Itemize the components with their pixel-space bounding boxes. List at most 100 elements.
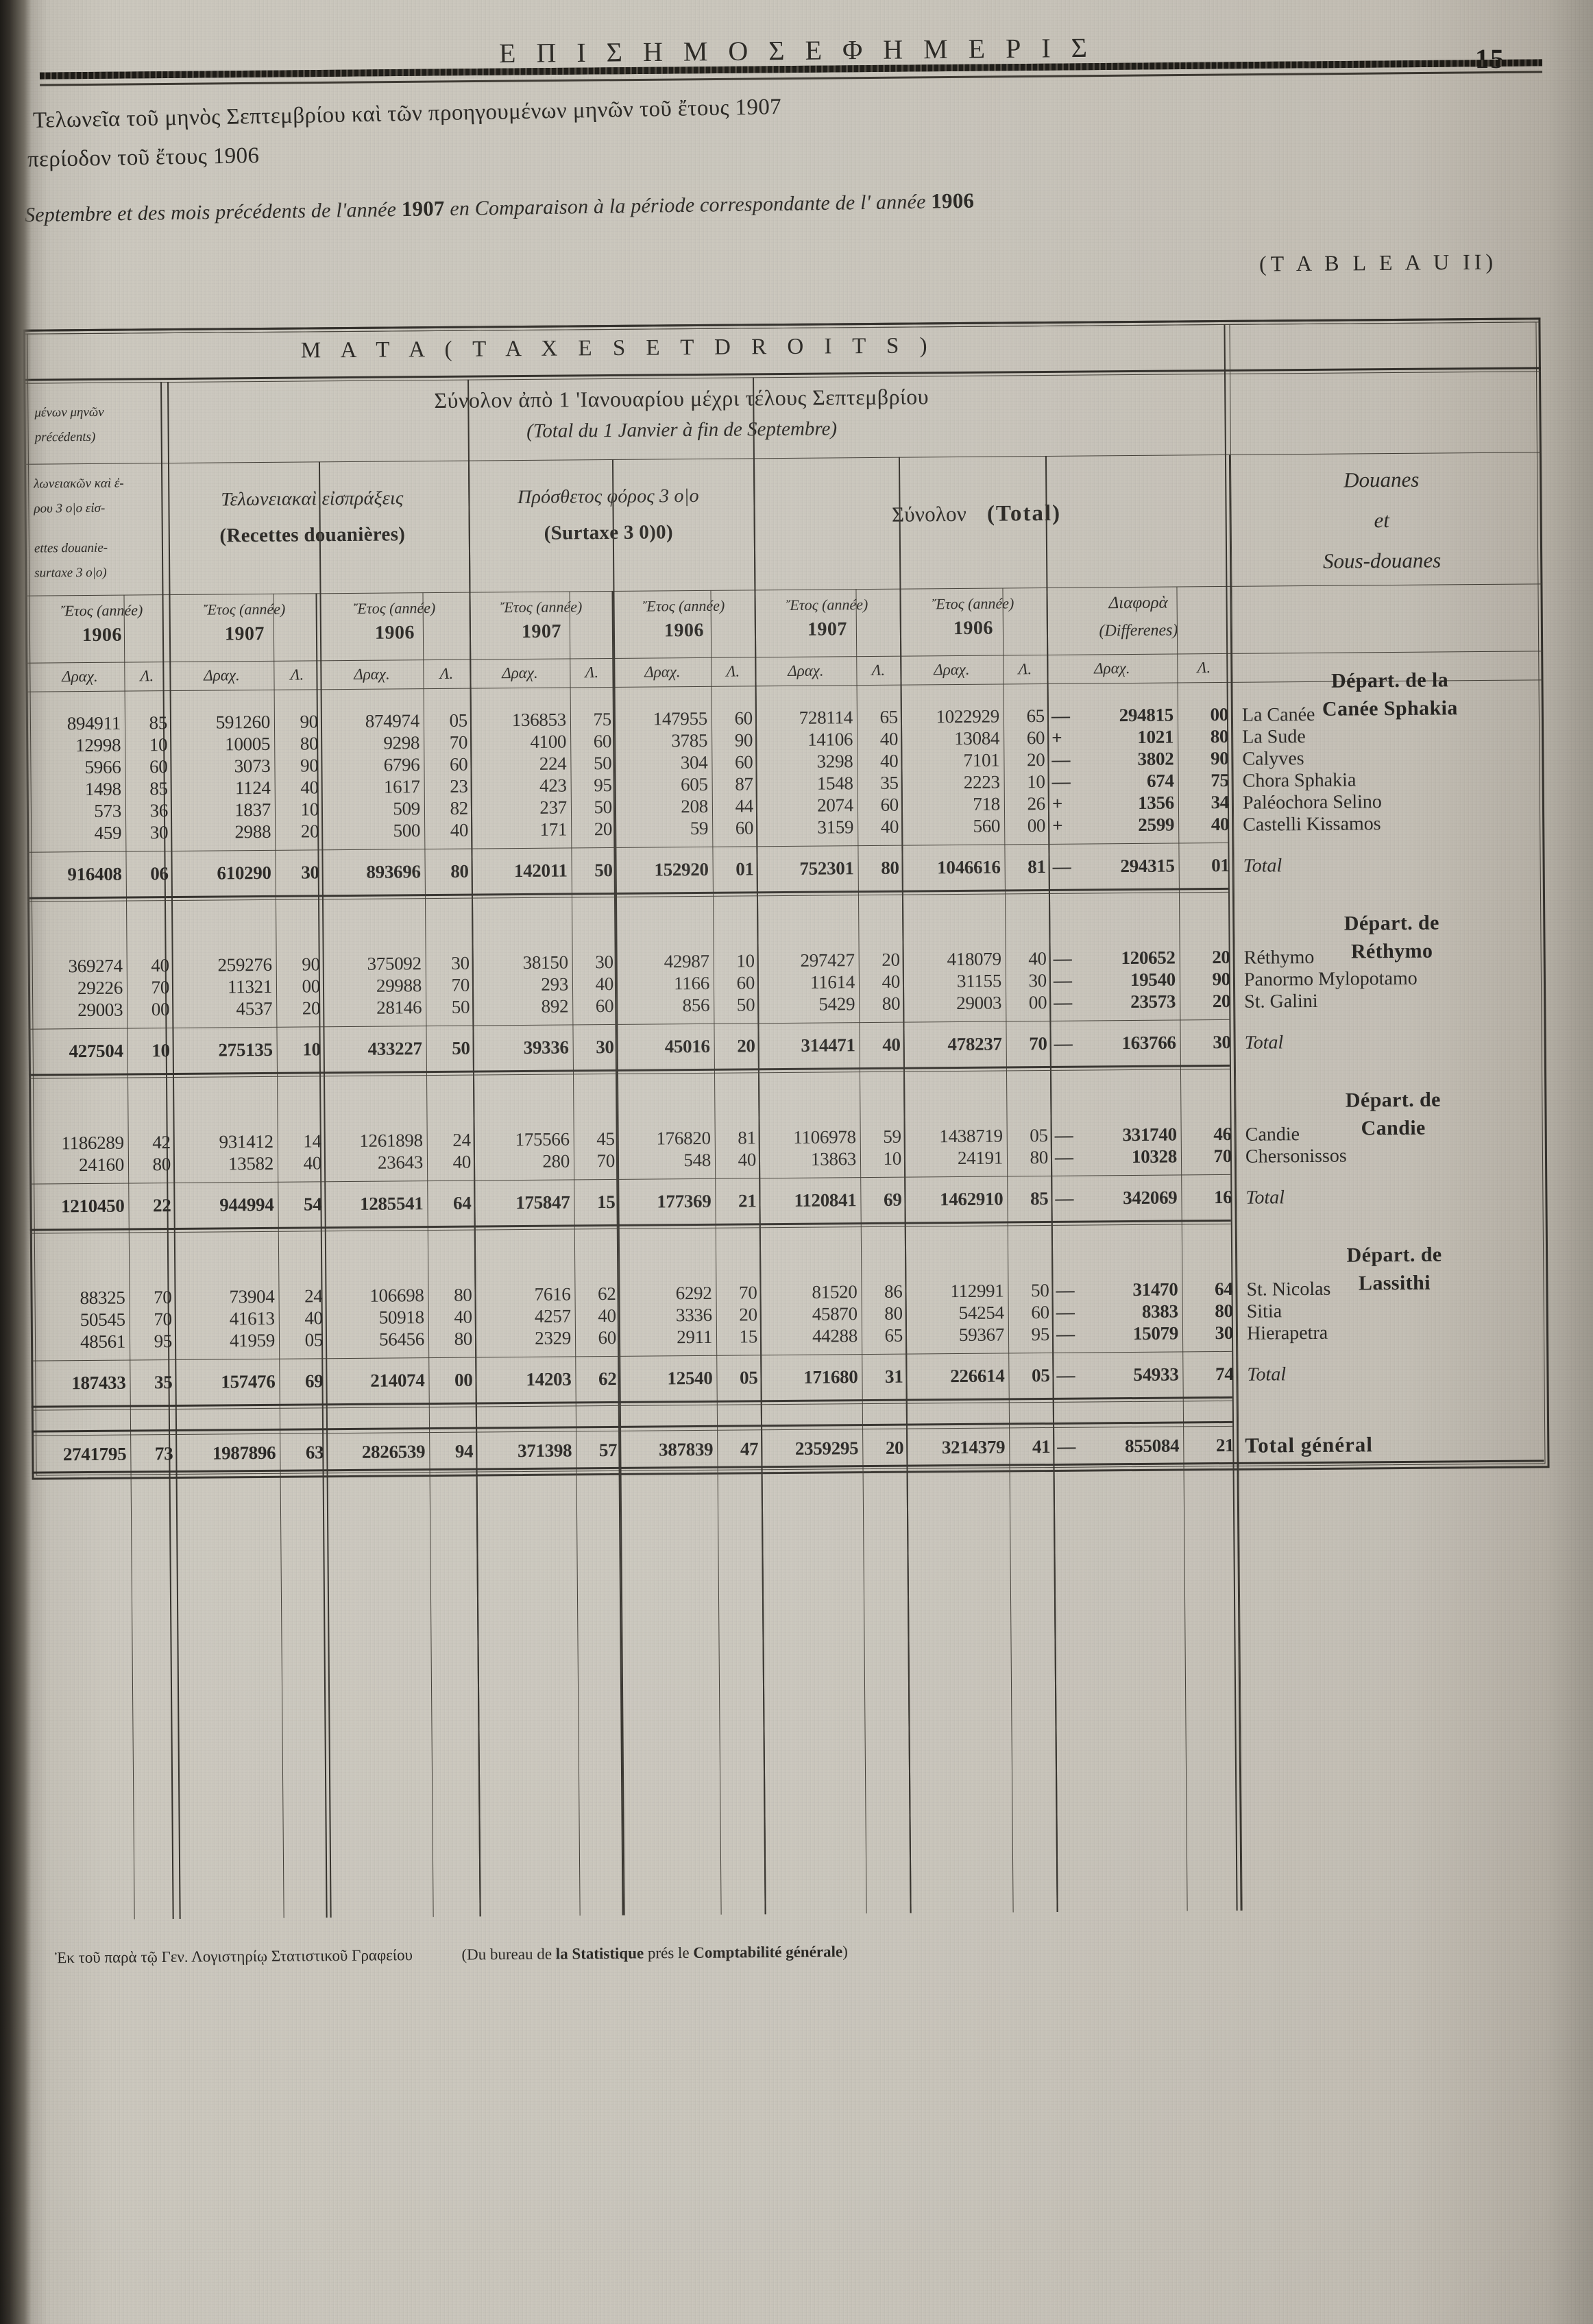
unit-drachma-6: Δραχ. — [934, 660, 970, 679]
customs-house-name: Réthymo — [1243, 946, 1315, 969]
cell-drachma-6: 418079 — [947, 948, 1001, 970]
unit-lepta-5: Λ. — [871, 661, 886, 679]
cell-drachma-0: 187433 — [71, 1372, 126, 1394]
year-value-0: 1906 — [82, 624, 123, 646]
department-caption-line1: Départ. de la — [1330, 668, 1449, 692]
cell-lepta-2: 40 — [450, 819, 469, 840]
cell-lepta-4: 87 — [735, 773, 753, 795]
cell-drachma-1: 1124 — [234, 777, 271, 799]
year-header-cell-3: Ἔτος (année) 1907 — [470, 598, 614, 644]
customs-house-name: St. Galini — [1244, 990, 1318, 1013]
cell-lepta-0: 95 — [154, 1331, 173, 1352]
cell-lepta-1: 90 — [300, 755, 319, 776]
cell-lepta-6: 00 — [1027, 815, 1046, 836]
cell-lepta-0: 35 — [154, 1372, 173, 1393]
cell-drachma-2: 1617 — [383, 776, 420, 797]
cell-lepta-6: 00 — [1028, 992, 1047, 1013]
department-caption-line1: Départ. de — [1346, 1243, 1442, 1267]
cell-drachma-3: 224 — [539, 753, 567, 774]
cell-lepta-5: 80 — [884, 1303, 903, 1324]
difference-drachma: 674 — [1146, 770, 1174, 791]
cell-drachma-1: 41613 — [229, 1307, 275, 1329]
year-label-0: Ἔτος (année) — [60, 601, 143, 620]
cell-lepta-4: 81 — [738, 1127, 756, 1148]
cell-drachma-5: 752301 — [799, 858, 854, 879]
group-total-greek: Σύνολον — [891, 501, 967, 526]
customs-house-name: St. Nicolas — [1246, 1278, 1331, 1300]
department-caption-line1: Départ. de — [1345, 1088, 1441, 1112]
cell-lepta-2: 82 — [450, 797, 469, 819]
cell-drachma-0: 1186289 — [61, 1132, 124, 1154]
cell-lepta-2: 94 — [454, 1440, 474, 1462]
cell-drachma-0: 50545 — [80, 1309, 125, 1331]
cell-drachma-6: 226614 — [950, 1365, 1005, 1387]
difference-drachma: 19540 — [1130, 969, 1176, 991]
unit-lepta-3: Λ. — [585, 664, 599, 681]
cell-lepta-0: 70 — [151, 977, 170, 998]
cell-drachma-3: 892 — [541, 995, 569, 1017]
unit-lepta-6: Λ. — [1018, 660, 1032, 678]
cell-lepta-4: 20 — [739, 1304, 757, 1325]
cell-drachma-3: 237 — [539, 797, 568, 818]
side-column-header: Douanes et Sous-douanes — [1225, 459, 1538, 582]
cell-drachma-1: 591260 — [215, 711, 271, 733]
cell-lepta-1: 24 — [304, 1285, 323, 1307]
cell-drachma-2: 1285541 — [359, 1193, 424, 1214]
year-header-cell-5: Ἔτος (année) 1907 — [755, 596, 901, 642]
cell-drachma-6: 718 — [973, 793, 1001, 814]
year-header-cell-4: Ἔτος (année) 1906 — [613, 596, 755, 642]
cell-lepta-2: 23 — [450, 775, 468, 797]
cell-lepta-0: 00 — [151, 999, 170, 1020]
difference-lepta: 00 — [1210, 703, 1229, 725]
customs-house-name: Paléochora Selino — [1242, 791, 1382, 814]
cell-drachma-4: 856 — [682, 994, 710, 1016]
difference-drachma: 15079 — [1132, 1322, 1179, 1344]
cell-drachma-0: 29226 — [77, 977, 123, 999]
cell-lepta-5: 69 — [883, 1189, 902, 1210]
difference-drachma: 1356 — [1137, 792, 1175, 813]
side-header-l2: et — [1374, 507, 1390, 533]
unit-lepta-1: Λ. — [290, 666, 304, 683]
difference-lepta: 20 — [1212, 990, 1231, 1012]
cell-lepta-3: 57 — [598, 1439, 618, 1461]
year-label-2: Ἔτος (année) — [353, 599, 436, 617]
cell-drachma-2: 433227 — [367, 1038, 422, 1059]
cell-drachma-1: 73904 — [229, 1285, 275, 1307]
side-header-l1: Douanes — [1343, 467, 1420, 492]
difference-lepta: 30 — [1215, 1322, 1234, 1344]
cell-drachma-2: 9298 — [383, 732, 420, 753]
cell-lepta-4: 60 — [734, 707, 753, 729]
cell-drachma-5: 13863 — [810, 1148, 857, 1170]
cell-drachma-5: 81520 — [812, 1281, 858, 1303]
cell-drachma-5: 5429 — [818, 993, 855, 1015]
cell-drachma-1: 13582 — [228, 1152, 274, 1174]
difference-drachma: 10328 — [1131, 1146, 1178, 1167]
cell-drachma-2: 2826539 — [361, 1441, 426, 1462]
customs-house-name: Chora Sphakia — [1242, 769, 1357, 792]
difference-french: (Differenes) — [1099, 621, 1178, 640]
cell-drachma-6: 1462910 — [939, 1188, 1004, 1210]
cell-drachma-6: 1022929 — [936, 705, 1000, 727]
cell-drachma-6: 29003 — [956, 992, 1002, 1014]
cell-lepta-2: 80 — [450, 860, 469, 882]
cell-drachma-4: 12540 — [667, 1367, 713, 1389]
customs-house-name: Calyves — [1242, 748, 1304, 770]
difference-lepta: 80 — [1210, 725, 1229, 747]
grand-total-label: Total général — [1245, 1432, 1374, 1457]
cell-lepta-2: 50 — [452, 1037, 470, 1058]
cell-drachma-6: 1438719 — [939, 1125, 1003, 1147]
cell-lepta-6: 40 — [1028, 948, 1047, 969]
cell-drachma-2: 56456 — [378, 1329, 425, 1350]
cell-lepta-3: 30 — [596, 1036, 614, 1058]
title-french-mid: en Comparaison à la période correspondan… — [444, 190, 932, 221]
cell-lepta-3: 95 — [594, 774, 612, 796]
cell-lepta-2: 40 — [452, 1151, 472, 1172]
cell-drachma-1: 41959 — [229, 1329, 276, 1351]
unit-drachma-0: Δραχ. — [62, 667, 98, 686]
cell-drachma-5: 297427 — [800, 949, 855, 971]
cell-drachma-4: 304 — [680, 751, 708, 773]
cell-drachma-4: 2911 — [677, 1326, 713, 1348]
cell-lepta-5: 35 — [880, 772, 899, 793]
cell-drachma-5: 14106 — [807, 729, 853, 750]
